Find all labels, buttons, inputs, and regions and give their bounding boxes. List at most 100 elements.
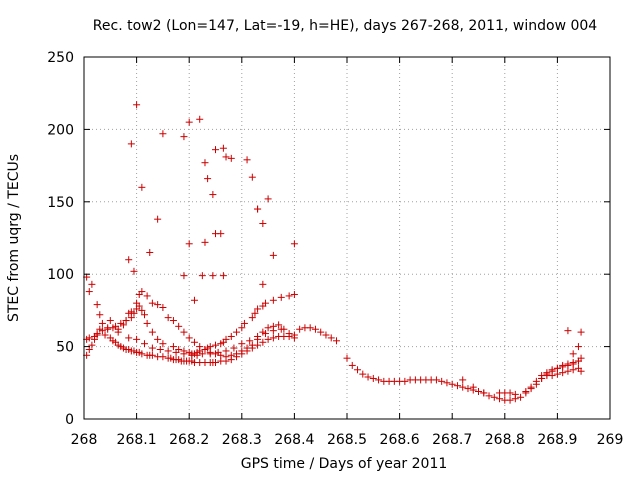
data-point bbox=[169, 343, 177, 351]
data-point bbox=[306, 324, 314, 332]
data-point bbox=[259, 338, 267, 346]
data-point bbox=[222, 335, 230, 343]
data-point bbox=[248, 314, 256, 322]
data-point bbox=[212, 146, 219, 154]
data-point bbox=[143, 319, 151, 327]
x-tick-label: 268.2 bbox=[169, 432, 209, 448]
data-point bbox=[117, 319, 125, 327]
data-point bbox=[146, 248, 154, 256]
data-point bbox=[527, 383, 535, 391]
data-point bbox=[88, 341, 96, 349]
data-point bbox=[190, 296, 198, 304]
data-point bbox=[101, 331, 109, 339]
data-point bbox=[475, 387, 482, 395]
data-point bbox=[154, 335, 162, 343]
data-point bbox=[140, 340, 148, 348]
data-point bbox=[251, 309, 259, 317]
x-tick-label: 268.6 bbox=[380, 432, 420, 448]
data-point bbox=[133, 101, 141, 109]
data-point bbox=[138, 350, 146, 358]
data-point bbox=[201, 159, 209, 167]
data-point bbox=[138, 288, 146, 296]
data-point bbox=[243, 344, 251, 352]
data-point bbox=[506, 396, 514, 404]
data-point bbox=[206, 343, 214, 351]
data-point bbox=[96, 311, 104, 319]
data-point bbox=[185, 118, 193, 126]
data-point bbox=[204, 175, 212, 183]
data-point bbox=[469, 383, 477, 391]
data-point bbox=[159, 130, 167, 138]
data-point bbox=[559, 363, 567, 371]
data-point bbox=[233, 328, 241, 336]
x-tick-label: 268.9 bbox=[537, 432, 577, 448]
data-point bbox=[290, 334, 298, 342]
y-tick-label: 250 bbox=[47, 50, 74, 66]
data-point bbox=[154, 301, 162, 309]
data-point bbox=[348, 361, 356, 369]
data-point bbox=[480, 389, 488, 397]
data-point bbox=[517, 393, 525, 401]
data-point bbox=[375, 376, 383, 384]
data-point bbox=[88, 280, 96, 288]
data-point bbox=[130, 309, 138, 317]
data-point bbox=[285, 292, 293, 300]
data-point bbox=[198, 272, 206, 280]
data-point bbox=[104, 324, 112, 332]
data-point bbox=[553, 364, 561, 372]
data-point bbox=[175, 345, 183, 353]
data-point bbox=[332, 337, 340, 345]
data-point bbox=[127, 314, 135, 322]
data-point bbox=[196, 347, 204, 355]
data-point bbox=[196, 115, 204, 123]
data-point bbox=[574, 343, 582, 351]
data-point bbox=[485, 392, 493, 400]
data-point bbox=[238, 340, 246, 348]
data-point bbox=[219, 144, 227, 152]
data-point bbox=[343, 354, 351, 362]
data-point bbox=[112, 322, 120, 330]
data-point bbox=[85, 334, 93, 342]
x-tick-label: 268.8 bbox=[485, 432, 525, 448]
data-point bbox=[185, 334, 193, 342]
data-point bbox=[148, 328, 156, 336]
x-tick-label: 268 bbox=[71, 432, 98, 448]
data-point bbox=[438, 377, 446, 385]
data-point bbox=[246, 337, 254, 345]
data-point bbox=[290, 290, 298, 298]
x-axis-label: GPS time / Days of year 2011 bbox=[240, 456, 448, 472]
data-point bbox=[159, 340, 167, 348]
data-point bbox=[538, 372, 546, 380]
data-point bbox=[230, 344, 238, 352]
data-point bbox=[209, 272, 217, 280]
data-point bbox=[169, 317, 177, 325]
data-point bbox=[443, 379, 451, 387]
data-point bbox=[574, 357, 582, 365]
data-point bbox=[577, 367, 585, 375]
data-point bbox=[148, 299, 156, 307]
data-point bbox=[93, 301, 101, 309]
data-point bbox=[135, 302, 143, 310]
data-point bbox=[248, 341, 256, 349]
data-point bbox=[290, 240, 298, 248]
data-point bbox=[206, 350, 214, 358]
x-tick-label: 268.1 bbox=[117, 432, 157, 448]
data-point bbox=[212, 359, 219, 367]
data-point bbox=[269, 251, 277, 259]
data-point bbox=[185, 240, 193, 248]
grid-layer bbox=[84, 57, 610, 419]
data-point bbox=[148, 344, 156, 352]
data-point bbox=[548, 366, 556, 374]
data-point bbox=[296, 325, 304, 333]
data-point bbox=[143, 292, 151, 300]
y-tick-label: 50 bbox=[56, 340, 74, 356]
data-point bbox=[138, 306, 146, 314]
data-point bbox=[269, 327, 277, 335]
x-tick-label: 268.7 bbox=[432, 432, 472, 448]
data-point bbox=[180, 133, 188, 141]
y-tick-label: 200 bbox=[47, 122, 74, 138]
data-point bbox=[277, 293, 285, 301]
data-point bbox=[448, 380, 456, 388]
x-tick-label: 268.5 bbox=[327, 432, 367, 448]
